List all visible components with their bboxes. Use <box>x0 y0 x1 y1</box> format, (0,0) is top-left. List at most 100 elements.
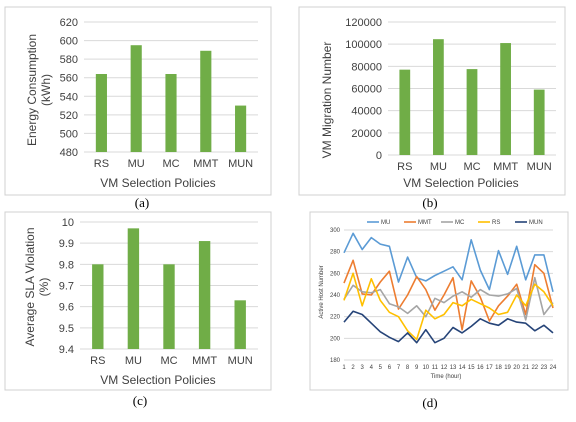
y-tick-label: 9.6 <box>59 302 74 314</box>
x-tick-label: 9 <box>415 365 419 371</box>
y-tick-label: 300 <box>330 228 341 234</box>
x-tick-label: 21 <box>522 365 529 371</box>
y-tick-label: 520 <box>60 110 78 122</box>
x-tick-label: MU <box>430 161 447 173</box>
y-tick-label: 9.9 <box>59 238 74 250</box>
bar <box>533 89 545 155</box>
x-tick-label: 5 <box>379 365 383 371</box>
bar <box>234 300 246 349</box>
x-tick-label: 19 <box>504 365 511 371</box>
x-axis-title: VM Selection Policies <box>403 176 518 190</box>
x-tick-label: MUN <box>527 161 552 173</box>
bar <box>235 105 247 152</box>
y-tick-label: 220 <box>330 315 341 321</box>
y-tick-label: 260 <box>330 271 341 277</box>
energy-consumption-chart: 480 500 520 540 560 580 600 620 RS MU MC MMT MUN En… <box>4 6 272 210</box>
x-tick-label: MUN <box>228 158 253 170</box>
y-tick-label: 480 <box>60 147 78 159</box>
x-tick-label: MU <box>125 355 142 367</box>
series-line-mun <box>343 310 554 344</box>
legend-label: MC <box>455 220 465 226</box>
bar <box>198 241 211 349</box>
y-tick-label: 10 <box>62 217 74 229</box>
x-tick-label: 22 <box>531 365 538 371</box>
y-axis-title-line-1: Energy Consumption <box>25 34 39 146</box>
x-axis-title: VM Selection Policies <box>100 176 215 190</box>
series-line-mc <box>343 276 554 321</box>
panel-caption: (d) <box>422 395 437 410</box>
y-tick-label: 100000 <box>345 39 382 51</box>
y-tick-label: 60000 <box>351 84 382 96</box>
x-tick-label: 13 <box>450 365 457 371</box>
y-tick-label: 600 <box>60 36 78 48</box>
y-axis-title: Active Host Number <box>319 265 325 318</box>
bar <box>200 50 212 152</box>
bar <box>163 264 175 349</box>
x-axis-title: VM Selection Policies <box>100 373 215 387</box>
x-tick-label: 14 <box>459 365 466 371</box>
x-tick-label: 12 <box>441 365 448 371</box>
bar <box>165 74 177 152</box>
x-tick-label: 24 <box>550 365 557 371</box>
panel-caption: (c) <box>133 393 147 408</box>
x-tick-label: 7 <box>397 365 401 371</box>
y-axis-title-line-2: (%) <box>37 278 51 297</box>
x-tick-label: MUN <box>228 355 253 367</box>
y-tick-label: 580 <box>60 54 78 66</box>
y-tick-label: 9.4 <box>59 344 74 356</box>
x-tick-label: 16 <box>477 365 484 371</box>
bar <box>130 45 142 152</box>
x-tick-label: 1 <box>342 365 346 371</box>
y-axis-title: VM Migration Number <box>320 42 334 159</box>
x-tick-label: RS <box>90 355 105 367</box>
legend-label: MUN <box>529 220 543 226</box>
x-tick-label: 6 <box>388 365 392 371</box>
x-tick-label: 4 <box>370 365 374 371</box>
y-axis-title-line-2: (kWh) <box>39 74 53 106</box>
x-tick-label: 2 <box>351 365 355 371</box>
y-tick-label: 280 <box>330 250 341 256</box>
y-tick-label: 560 <box>60 73 78 85</box>
y-tick-label: 9.8 <box>59 259 74 271</box>
x-tick-label: RS <box>94 158 109 170</box>
x-tick-label: 18 <box>495 365 502 371</box>
bar <box>500 43 511 155</box>
x-tick-label: MC <box>160 355 177 367</box>
y-tick-label: 200 <box>330 336 341 342</box>
x-tick-label: MMT <box>192 355 217 367</box>
legend-label: MMT <box>418 220 432 226</box>
x-tick-label: 10 <box>422 365 429 371</box>
sla-violation-chart: 9.4 9.5 9.6 9.7 9.8 9.9 10 RS MU MC MMT MUN Averag… <box>4 211 272 408</box>
bar <box>399 69 411 155</box>
y-tick-label: 120000 <box>345 17 382 29</box>
x-tick-label: MMT <box>193 158 218 170</box>
vm-migration-chart: 0 20000 40000 60000 80000 100000 120000 RS MU MC… <box>298 6 566 210</box>
x-tick-label: 23 <box>541 365 548 371</box>
x-tick-label: 17 <box>486 365 493 371</box>
y-tick-label: 500 <box>60 128 78 140</box>
x-tick-label: 8 <box>406 365 410 371</box>
x-tick-label: MC <box>162 158 179 170</box>
panel-caption: (a) <box>135 195 149 210</box>
chart-frame <box>298 6 566 196</box>
panel-caption: (b) <box>422 195 437 210</box>
y-tick-label: 540 <box>60 91 78 103</box>
legend-label: MU <box>381 220 390 226</box>
x-axis-title: Time (hour) <box>431 374 462 380</box>
x-tick-label: 15 <box>468 365 475 371</box>
y-tick-label: 240 <box>330 293 341 299</box>
bar <box>466 69 478 155</box>
x-tick-label: RS <box>397 161 412 173</box>
x-tick-label: MC <box>463 161 480 173</box>
y-tick-label: 180 <box>330 358 341 364</box>
bar <box>92 264 104 349</box>
legend-label: RS <box>492 220 500 226</box>
x-tick-label: 11 <box>432 365 439 371</box>
series-line-mmt <box>343 259 554 331</box>
x-tick-label: MU <box>128 158 145 170</box>
y-tick-label: 40000 <box>351 106 382 118</box>
bar <box>433 39 444 155</box>
bar <box>127 228 140 349</box>
x-tick-label: MMT <box>493 161 518 173</box>
